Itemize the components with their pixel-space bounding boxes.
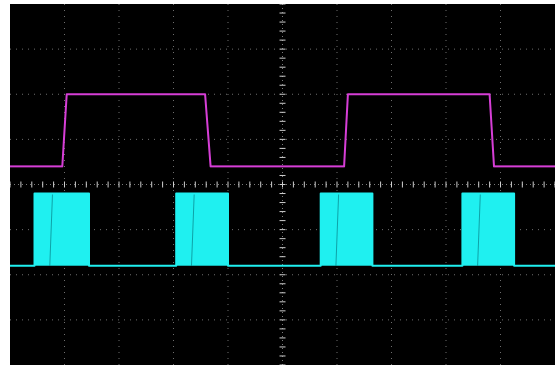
- burst-region-ch2: [34, 193, 90, 266]
- jitter-edge-ch2: [190, 193, 195, 266]
- burst-region-ch2: [176, 193, 228, 266]
- jitter-edge-ch2: [49, 193, 54, 266]
- graticule: [10, 4, 555, 365]
- burst-region-ch2: [462, 193, 515, 266]
- jitter-edge-ch2: [335, 193, 340, 266]
- burst-region-ch2: [320, 193, 373, 266]
- oscilloscope-screen: [10, 4, 555, 365]
- jitter-edge-ch2: [477, 193, 481, 266]
- traces: [10, 93, 555, 267]
- waveform-plot: [10, 4, 555, 365]
- trace-ch2: [10, 192, 555, 267]
- trace-ch1: [10, 93, 555, 168]
